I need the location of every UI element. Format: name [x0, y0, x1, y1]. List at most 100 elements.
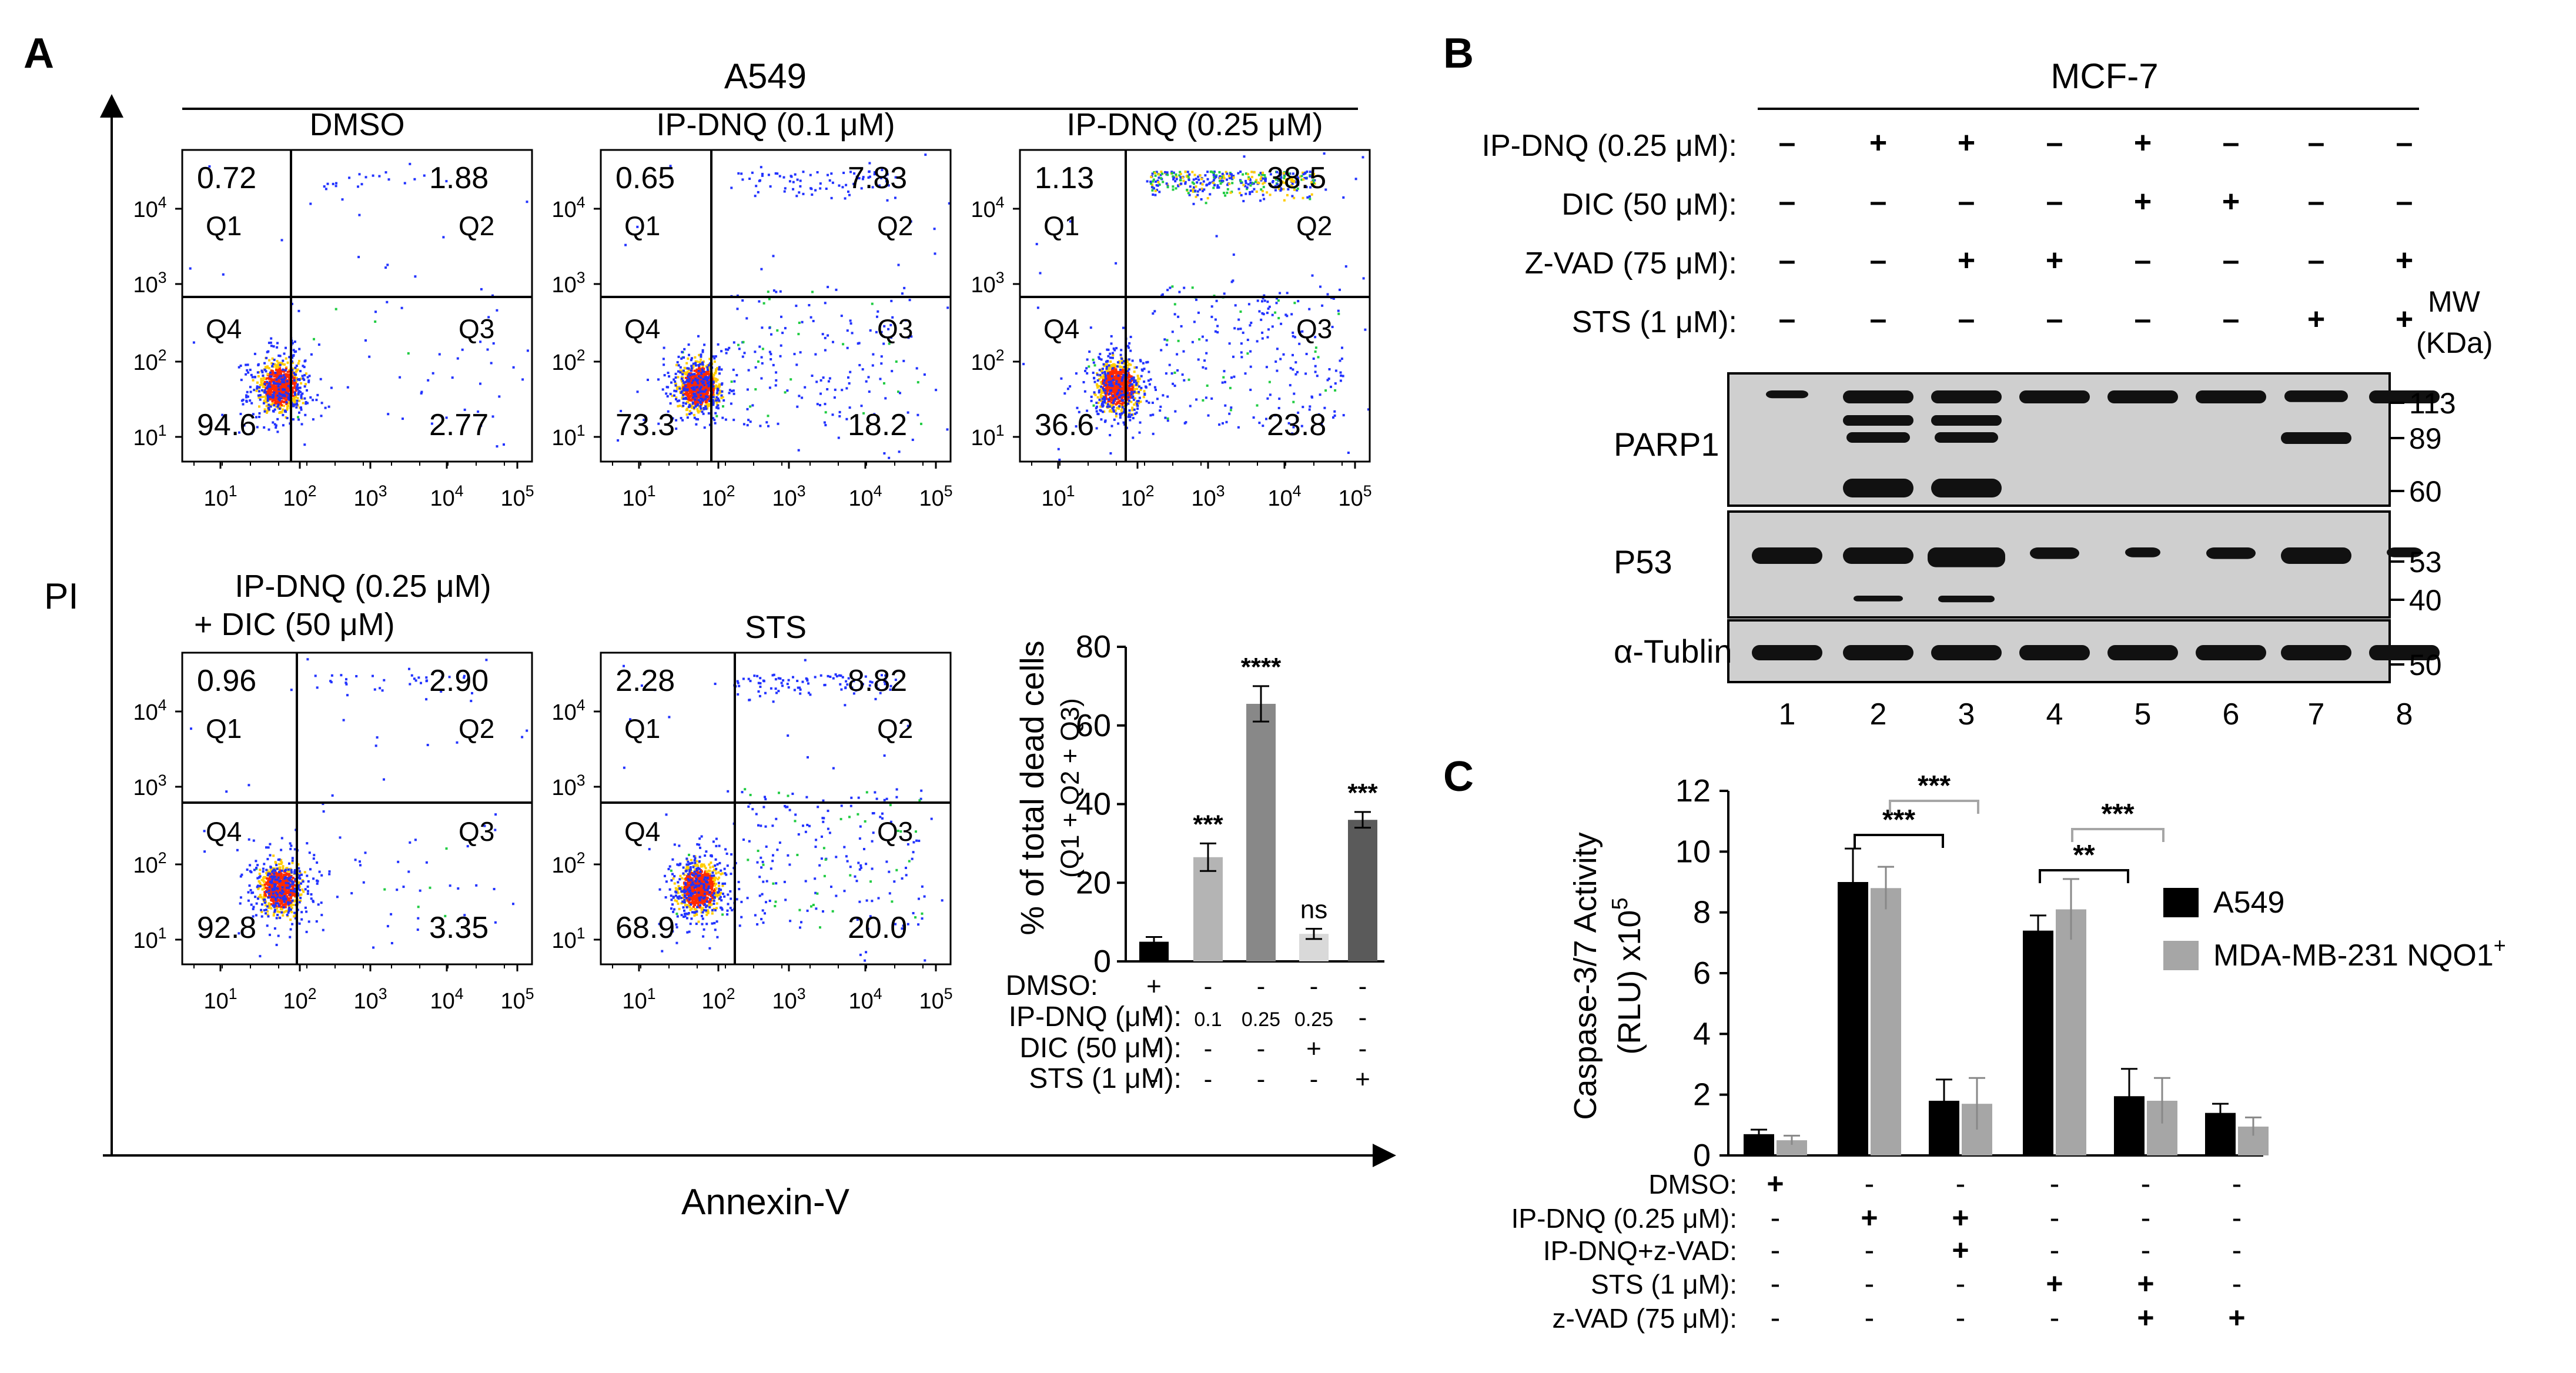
event-dot: [1296, 173, 1299, 176]
event-dot: [1105, 377, 1108, 380]
event-dot: [526, 201, 528, 203]
event-dot: [1102, 379, 1105, 382]
event-dot: [1132, 436, 1135, 439]
event-dot: [293, 403, 296, 406]
event-dot: [795, 305, 798, 308]
event-dot: [690, 369, 692, 372]
event-dot: [700, 380, 703, 383]
event-dot: [294, 894, 297, 897]
event-dot: [268, 359, 270, 362]
event-dot: [1263, 294, 1266, 297]
event-dot: [683, 348, 686, 350]
event-dot: [1284, 178, 1287, 181]
event-dot: [1118, 370, 1121, 373]
event-dot: [1324, 389, 1327, 392]
event-dot: [720, 396, 723, 399]
event-dot: [716, 392, 718, 395]
y-tick-label-exp: 3: [158, 269, 167, 286]
event-dot: [716, 378, 719, 381]
event-dot: [700, 353, 702, 356]
event-dot: [285, 868, 287, 871]
event-dot: [702, 375, 705, 378]
event-dot: [1287, 188, 1290, 191]
event-dot: [1165, 372, 1167, 375]
event-dot: [265, 894, 267, 897]
event-dot: [1278, 179, 1281, 182]
event-dot: [1135, 411, 1138, 414]
event-dot: [266, 858, 269, 860]
event-dot: [1244, 185, 1247, 188]
event-dot: [288, 395, 291, 397]
event-dot: [1130, 400, 1133, 403]
event-dot: [1189, 405, 1192, 407]
event-dot: [1098, 391, 1100, 394]
quadrant-label-q1: Q1: [1043, 211, 1079, 241]
event-dot: [736, 308, 739, 310]
event-dot: [487, 316, 490, 319]
event-dot: [1277, 317, 1280, 319]
event-dot: [1239, 328, 1242, 330]
event-dot: [267, 891, 270, 894]
event-dot: [279, 871, 282, 874]
event-dot: [846, 346, 849, 349]
event-dot: [677, 405, 680, 407]
event-dot: [1189, 185, 1192, 188]
event-dot: [1118, 393, 1121, 396]
event-dot: [306, 389, 308, 392]
event-dot: [1099, 373, 1102, 376]
event-dot: [263, 898, 266, 901]
event-dot: [1121, 403, 1124, 405]
event-dot: [1107, 400, 1110, 403]
event-dot: [1291, 182, 1294, 185]
event-dot: [789, 175, 792, 178]
event-dot: [312, 877, 315, 880]
event-dot: [1302, 406, 1304, 409]
y-tick-label: 104: [133, 193, 166, 222]
event-dot: [269, 383, 272, 386]
event-dot: [284, 379, 287, 382]
event-dot: [647, 379, 649, 381]
x-tick-label-base: 10: [430, 486, 454, 511]
event-dot: [1284, 182, 1287, 185]
event-dot: [872, 353, 875, 356]
event-dot: [292, 877, 295, 879]
event-dot: [705, 378, 707, 380]
event-dot: [1305, 186, 1308, 189]
event-dot: [491, 294, 494, 297]
event-dot: [823, 421, 826, 424]
x-tick-label-base: 10: [353, 486, 378, 511]
event-dot: [1311, 396, 1313, 399]
event-dot: [255, 389, 258, 392]
event-dot: [868, 162, 871, 165]
event-dot: [1143, 368, 1146, 370]
event-dot: [317, 343, 320, 346]
event-dot: [695, 393, 698, 396]
event-dot: [858, 364, 861, 366]
event-dot: [281, 886, 284, 888]
event-dot: [730, 186, 733, 189]
event-dot: [277, 403, 280, 406]
event-dot: [442, 236, 445, 239]
event-dot: [1098, 398, 1101, 401]
event-dot: [282, 876, 285, 879]
event-dot: [1156, 189, 1159, 192]
event-dot: [867, 376, 870, 379]
event-dot: [720, 394, 723, 397]
event-dot: [760, 166, 762, 169]
event-dot: [682, 397, 685, 400]
event-dot: [1108, 380, 1110, 383]
event-dot: [1160, 349, 1163, 352]
event-dot: [1367, 408, 1370, 411]
event-dot: [897, 390, 899, 393]
event-dot: [266, 888, 269, 891]
event-dot: [372, 174, 374, 177]
event-dot: [275, 378, 278, 381]
event-dot: [1324, 188, 1327, 191]
event-dot: [811, 375, 814, 377]
x-tick-label-exp: 1: [229, 482, 237, 500]
event-dot: [283, 388, 286, 391]
event-dot: [1148, 401, 1150, 404]
event-dot: [712, 390, 715, 393]
event-dot: [286, 897, 289, 900]
event-dot: [269, 371, 272, 374]
